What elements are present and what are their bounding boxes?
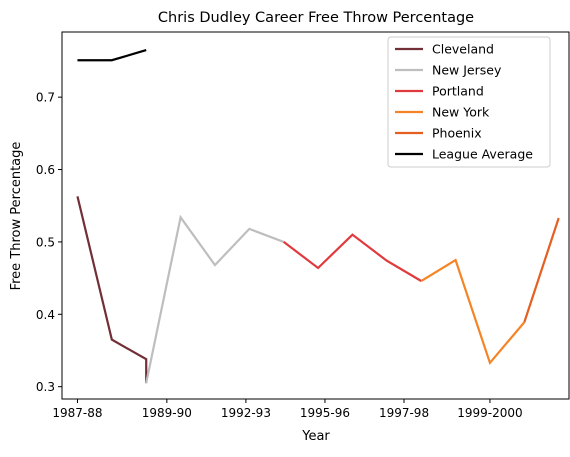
series-line-portland: [283, 233, 422, 282]
x-tick-label: 1999-2000: [457, 406, 522, 420]
series-line-new-york: [420, 258, 526, 366]
legend-label-new-jersey: New Jersey: [432, 63, 502, 78]
legend-label-portland: Portland: [432, 84, 484, 99]
x-tick-label: 1997-98: [379, 406, 429, 420]
legend-label-new-york: New York: [432, 105, 490, 120]
legend-label-league-average: League Average: [432, 147, 533, 162]
x-tick-label: 1992-93: [221, 406, 271, 420]
plot-area: [76, 49, 560, 384]
y-tick-label: 0.6: [36, 163, 55, 177]
y-axis-label: Free Throw Percentage: [9, 142, 24, 291]
legend: Cleveland New Jersey Portland New York Phoen…: [387, 36, 551, 168]
legend-frame: [387, 36, 551, 168]
legend-label-phoenix: Phoenix: [432, 126, 482, 141]
series-line-new-jersey: [145, 214, 285, 384]
chart-title: Chris Dudley Career Free Throw Percentag…: [158, 10, 474, 26]
x-axis-label: Year: [301, 429, 330, 444]
axes-frame: [61, 31, 570, 400]
x-tick-label: 1989-90: [142, 406, 192, 420]
series-line-cleveland: [76, 196, 148, 384]
y-tick-label: 0.7: [36, 91, 55, 105]
series-line-league-average: [77, 49, 147, 62]
y-tick-label: 0.5: [36, 235, 55, 249]
x-tick-label: 1987-88: [52, 406, 102, 420]
legend-label-cleveland: Cleveland: [432, 42, 494, 57]
x-tick-label: 1995-96: [300, 406, 350, 420]
axes: 0.3 0.4 0.5 0.6 0.7 1987-88 1989-90 1992-93 1995…: [36, 31, 570, 420]
series-line-phoenix: [523, 217, 560, 323]
y-tick-label: 0.4: [36, 308, 55, 322]
y-tick-label: 0.3: [36, 380, 55, 394]
